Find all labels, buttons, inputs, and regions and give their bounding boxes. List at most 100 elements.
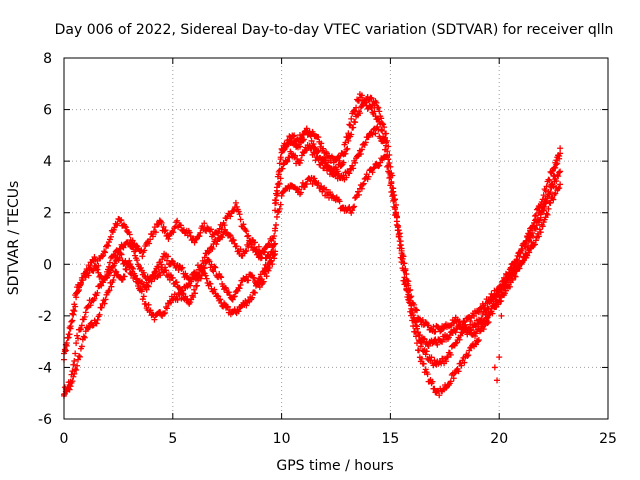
data-point xyxy=(456,318,463,325)
data-point xyxy=(308,137,315,144)
data-point xyxy=(269,261,276,268)
data-point xyxy=(502,278,509,285)
data-point xyxy=(242,226,249,233)
chart-title: Day 006 of 2022, Sidereal Day-to-day VTE… xyxy=(55,22,614,38)
data-point xyxy=(61,390,68,397)
data-point xyxy=(399,255,406,262)
data-point xyxy=(467,318,474,325)
data-point xyxy=(161,310,168,317)
data-point xyxy=(93,320,100,327)
y-tick-label: -6 xyxy=(38,412,52,428)
data-point xyxy=(379,127,386,134)
data-point xyxy=(510,264,517,271)
y-tick-label: 2 xyxy=(43,206,52,222)
data-point xyxy=(450,375,457,382)
data-point xyxy=(537,214,544,221)
data-point xyxy=(178,265,185,272)
data-point xyxy=(423,348,430,355)
data-point xyxy=(77,281,84,288)
y-tick-label: 4 xyxy=(43,154,52,170)
data-point xyxy=(365,134,372,141)
data-point xyxy=(413,307,420,314)
data-point xyxy=(518,245,525,252)
data-point xyxy=(508,275,515,282)
data-point xyxy=(147,307,154,314)
data-point xyxy=(284,158,291,165)
data-point xyxy=(63,339,70,346)
y-tick-label: -2 xyxy=(38,309,52,325)
data-point xyxy=(71,301,78,308)
data-point xyxy=(99,253,106,260)
data-point xyxy=(231,293,238,300)
data-point xyxy=(556,185,563,192)
data-point xyxy=(212,264,219,271)
data-point xyxy=(98,282,105,289)
data-point xyxy=(66,331,73,338)
data-point xyxy=(376,162,383,169)
data-point xyxy=(296,143,303,150)
data-point xyxy=(505,269,512,276)
data-point xyxy=(158,261,165,268)
data-point xyxy=(437,328,444,335)
data-point xyxy=(447,351,454,358)
data-point xyxy=(495,301,502,308)
data-point xyxy=(260,278,267,285)
data-point xyxy=(557,145,564,152)
data-point xyxy=(346,121,353,128)
data-point xyxy=(381,135,388,142)
data-point xyxy=(529,229,536,236)
data-point xyxy=(222,285,229,292)
data-point xyxy=(73,340,80,347)
data-point xyxy=(410,312,417,319)
data-point xyxy=(385,143,392,150)
data-point xyxy=(395,233,402,240)
data-point xyxy=(122,266,129,273)
data-point xyxy=(111,252,118,259)
data-point xyxy=(69,368,76,375)
data-point xyxy=(245,232,252,239)
data-point xyxy=(196,233,203,240)
y-axis-label: SDTVAR / TECUs xyxy=(6,181,22,296)
series-track-2 xyxy=(61,250,279,399)
data-point xyxy=(480,326,487,333)
data-point xyxy=(107,233,114,240)
data-point xyxy=(141,247,148,254)
data-point xyxy=(67,325,74,332)
data-point xyxy=(126,264,133,271)
data-point xyxy=(266,254,273,261)
data-point xyxy=(395,227,402,234)
data-point xyxy=(484,320,491,327)
data-point xyxy=(157,272,164,279)
data-point xyxy=(474,338,481,345)
data-point xyxy=(169,274,176,281)
data-point xyxy=(315,134,322,141)
data-point xyxy=(392,206,399,213)
data-point xyxy=(179,264,186,271)
data-point xyxy=(201,220,208,227)
data-point xyxy=(455,368,462,375)
data-point xyxy=(142,300,149,307)
data-point xyxy=(165,235,172,242)
data-point xyxy=(110,277,117,284)
data-point xyxy=(310,141,317,148)
data-point xyxy=(252,289,259,296)
data-point xyxy=(541,203,548,210)
data-point xyxy=(312,157,319,164)
data-point xyxy=(101,300,108,307)
data-point xyxy=(66,381,73,388)
data-point xyxy=(272,240,279,247)
data-point xyxy=(422,319,429,326)
data-point xyxy=(196,272,203,279)
data-point xyxy=(528,238,535,245)
data-point xyxy=(210,268,217,275)
data-point xyxy=(342,150,349,157)
data-point xyxy=(81,313,88,320)
data-point xyxy=(471,313,478,320)
data-point xyxy=(325,159,332,166)
data-point xyxy=(557,181,564,188)
data-point xyxy=(501,274,508,281)
data-point xyxy=(498,297,505,304)
data-point xyxy=(81,334,88,341)
data-point xyxy=(98,304,105,311)
data-point xyxy=(103,274,110,281)
